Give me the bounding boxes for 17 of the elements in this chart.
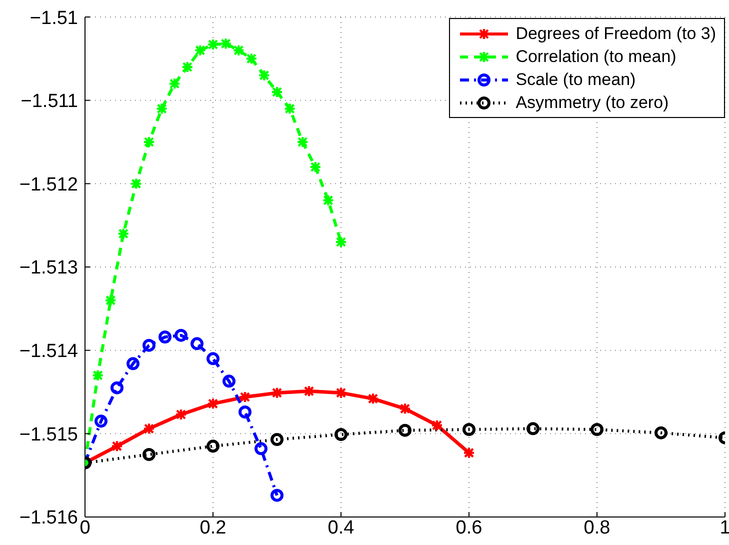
y-tick-label: −1.513 — [19, 258, 78, 279]
legend-label: Scale (to mean) — [516, 70, 636, 90]
x-tick-label: 0.4 — [328, 517, 355, 538]
legend-label: Correlation (to mean) — [516, 46, 676, 66]
x-tick-label: 0.6 — [456, 517, 482, 538]
y-tick-label: −1.512 — [19, 174, 78, 196]
x-tick-label: 0 — [80, 517, 90, 538]
legend-label: Degrees of Freedom (to 3) — [516, 24, 716, 44]
legend-label: Asymmetry (to zero) — [516, 92, 669, 112]
y-tick-label: −1.51 — [30, 8, 78, 29]
y-tick-label: −1.514 — [19, 341, 78, 362]
x-tick-label: 1 — [720, 517, 729, 538]
y-tick-label: −1.516 — [19, 508, 78, 529]
y-tick-label: −1.515 — [19, 424, 78, 446]
y-tick-label: −1.511 — [20, 91, 78, 112]
x-tick-label: 0.8 — [584, 517, 610, 538]
x-tick-label: 0.2 — [200, 517, 226, 538]
